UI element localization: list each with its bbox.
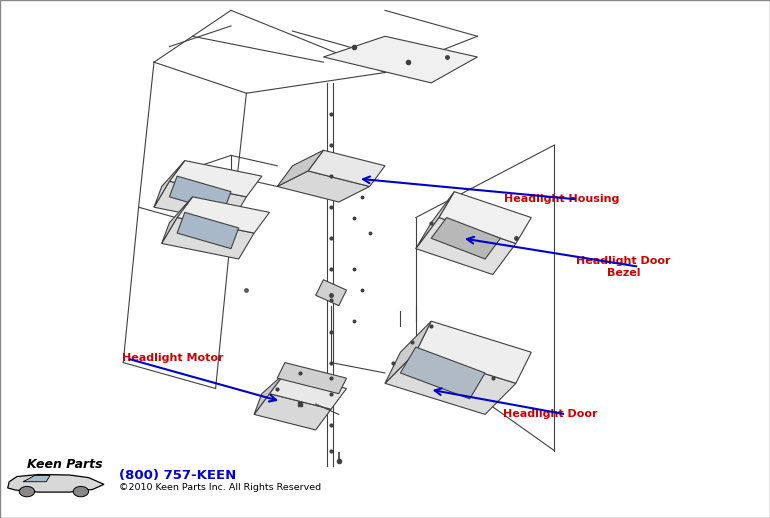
Polygon shape xyxy=(277,150,323,186)
Text: Headlight Door: Headlight Door xyxy=(504,409,598,420)
Polygon shape xyxy=(162,197,192,243)
Text: Headlight Motor: Headlight Motor xyxy=(122,353,224,364)
Polygon shape xyxy=(416,192,454,249)
Polygon shape xyxy=(270,373,346,409)
Polygon shape xyxy=(254,394,331,430)
Polygon shape xyxy=(439,192,531,243)
Polygon shape xyxy=(416,218,516,275)
Polygon shape xyxy=(308,150,385,186)
Polygon shape xyxy=(400,347,485,399)
Text: Headlight Housing: Headlight Housing xyxy=(504,194,620,205)
Polygon shape xyxy=(169,161,262,197)
Polygon shape xyxy=(8,474,104,492)
Text: Keen Parts: Keen Parts xyxy=(27,458,102,471)
Polygon shape xyxy=(431,218,500,259)
Polygon shape xyxy=(277,363,346,394)
Polygon shape xyxy=(385,321,431,383)
Polygon shape xyxy=(316,280,346,306)
Polygon shape xyxy=(154,161,185,207)
Text: (800) 757-KEEN: (800) 757-KEEN xyxy=(119,469,236,482)
Polygon shape xyxy=(277,171,370,202)
Polygon shape xyxy=(154,181,246,223)
Circle shape xyxy=(73,486,89,497)
Polygon shape xyxy=(169,176,231,212)
Text: Headlight Door
Bezel: Headlight Door Bezel xyxy=(577,256,671,278)
Circle shape xyxy=(19,486,35,497)
Text: ©2010 Keen Parts Inc. All Rights Reserved: ©2010 Keen Parts Inc. All Rights Reserve… xyxy=(119,482,322,492)
Polygon shape xyxy=(254,373,285,414)
Polygon shape xyxy=(162,218,254,259)
Polygon shape xyxy=(177,212,239,249)
Polygon shape xyxy=(177,197,270,233)
Polygon shape xyxy=(416,321,531,383)
Polygon shape xyxy=(323,36,477,83)
Polygon shape xyxy=(23,476,50,482)
Polygon shape xyxy=(385,352,516,414)
